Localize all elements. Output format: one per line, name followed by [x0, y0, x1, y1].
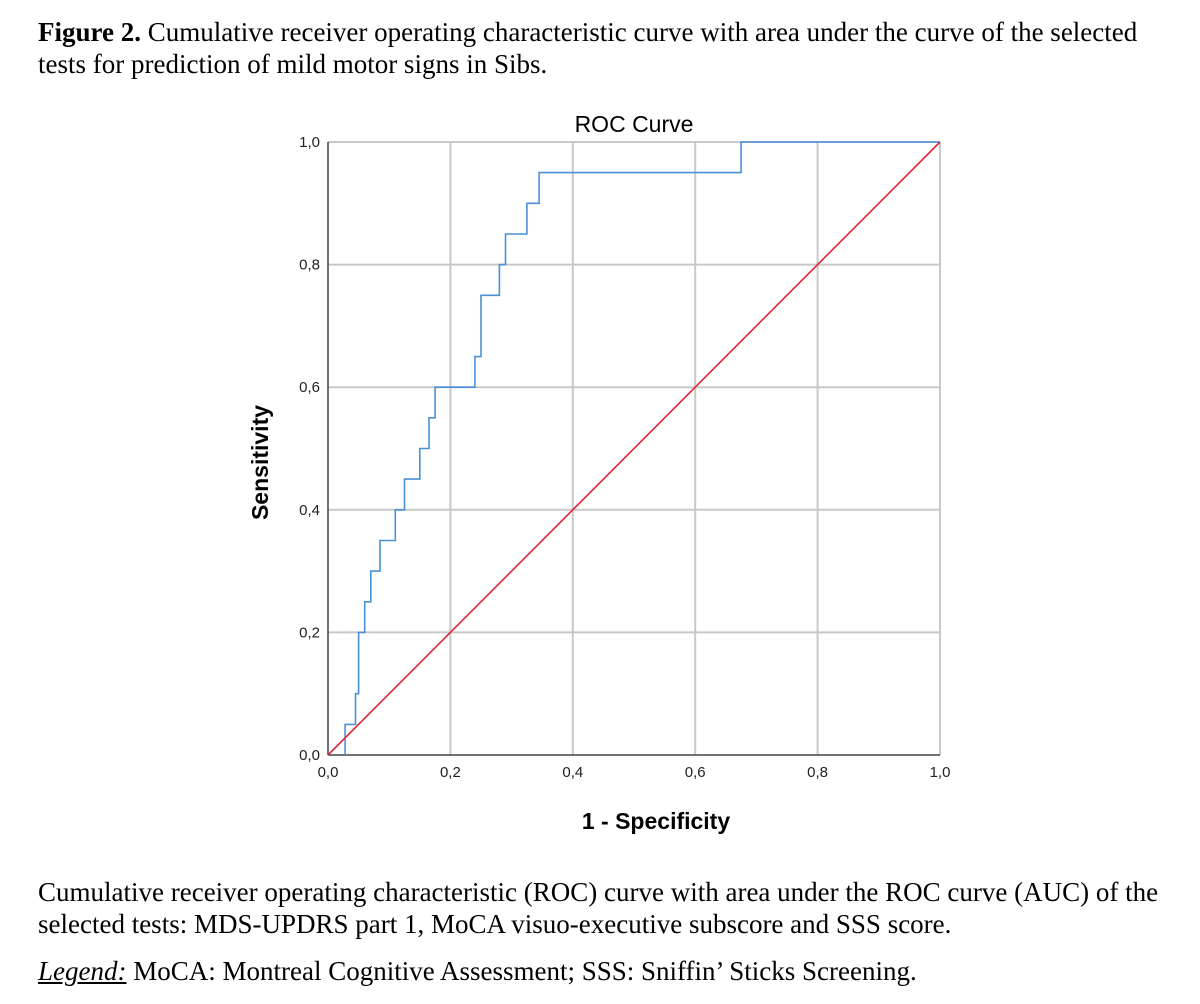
y-tick-label: 0,0	[299, 747, 320, 764]
roc-chart: 0,0 0,2 0,4 0,6 0,8 1,0 0,0 0,2 0,4 0,6 0,8 1,0 ROC …	[247, 111, 951, 834]
roc-curve-line	[344, 141, 940, 755]
y-tick-label: 0,6	[299, 379, 320, 396]
reference-diagonal-line	[327, 141, 941, 756]
y-tick-label: 0,4	[299, 502, 320, 519]
x-tick-label: 1,0	[930, 764, 951, 781]
figure-caption-text: Cumulative receiver operating characteri…	[38, 17, 1138, 79]
legend-note: Legend: MoCA: Montreal Cognitive Assessm…	[38, 955, 1178, 987]
y-axis-label: Sensitivity	[247, 405, 273, 520]
chart-title: ROC Curve	[575, 111, 694, 137]
figure-caption: Figure 2. Cumulative receiver operating …	[38, 16, 1158, 80]
x-tick-label: 0,4	[562, 764, 583, 781]
legend-label: Legend:	[38, 956, 127, 986]
x-axis-label: 1 - Specificity	[582, 808, 730, 834]
y-tick-label: 1,0	[299, 134, 320, 151]
x-tick-label: 0,0	[318, 764, 339, 781]
figure-description: Cumulative receiver operating characteri…	[38, 877, 1159, 939]
legend-text: MoCA: Montreal Cognitive Assessment; SSS…	[126, 956, 917, 986]
x-tick-label: 0,6	[685, 764, 706, 781]
y-tick-label: 0,2	[299, 624, 320, 641]
x-tick-label: 0,2	[440, 764, 461, 781]
x-tick-label: 0,8	[807, 764, 828, 781]
y-tick-label: 0,8	[299, 257, 320, 274]
figure-label: Figure 2.	[38, 17, 141, 47]
